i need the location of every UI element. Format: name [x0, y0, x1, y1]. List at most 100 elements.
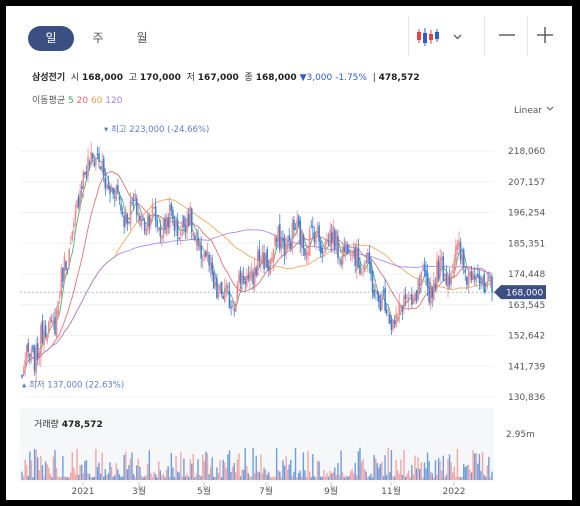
- volume-bar: [277, 470, 279, 480]
- volume-bar: [63, 476, 66, 480]
- volume-bar: [27, 476, 29, 480]
- candle-body: [392, 322, 394, 329]
- candle-body: [462, 249, 465, 268]
- volume-bar: [294, 447, 297, 480]
- candle-body: [420, 272, 423, 286]
- volume-bar: [258, 472, 261, 480]
- volume-bar: [224, 462, 226, 480]
- candle-body: [139, 215, 141, 221]
- volume-bar: [66, 477, 69, 480]
- volume-bar: [392, 476, 394, 480]
- candle-body: [294, 228, 297, 230]
- x-tick-label: 5월: [197, 485, 211, 497]
- tab-week[interactable]: 주: [92, 31, 104, 45]
- volume-bar: [101, 452, 103, 480]
- volume-bar: [268, 472, 270, 480]
- volume-bar: [448, 454, 451, 480]
- candle-body: [192, 232, 195, 237]
- candle-body: [38, 353, 41, 359]
- candle-body: [161, 235, 163, 239]
- toolbar-divider: [484, 16, 485, 56]
- candle-body: [272, 249, 275, 263]
- candle-body: [225, 284, 228, 289]
- volume-bar: [307, 451, 309, 480]
- candle-body: [44, 325, 47, 337]
- volume-bar: [302, 452, 305, 480]
- volume-bar: [390, 450, 393, 480]
- candle-body: [312, 226, 314, 228]
- candle-body: [58, 297, 61, 299]
- candle-body: [112, 188, 114, 195]
- candle-body: [252, 272, 254, 284]
- candle-body: [329, 230, 331, 247]
- tab-day[interactable]: 일: [28, 26, 74, 51]
- candle-body: [382, 290, 385, 293]
- candle-body: [483, 274, 485, 292]
- candle-body: [349, 254, 352, 256]
- candle-body: [54, 317, 56, 335]
- volume-bar: [285, 456, 287, 480]
- candle-body: [305, 251, 308, 259]
- zoom-in-button[interactable]: [533, 22, 557, 48]
- volume-bar: [115, 463, 118, 480]
- volume-bar: [241, 469, 243, 480]
- volume-bar: [77, 474, 80, 480]
- moving-average-legend[interactable]: 이동평균 5 20 60 120: [32, 93, 122, 106]
- volume-bar: [107, 473, 110, 480]
- candle-body: [264, 253, 267, 267]
- candle-body: [47, 321, 50, 333]
- candle-body: [181, 220, 184, 228]
- volume-bar: [393, 476, 396, 480]
- candle-body: [363, 263, 366, 273]
- candle-body: [219, 284, 221, 294]
- volume-bar: [93, 476, 96, 480]
- volume-bar: [200, 476, 202, 480]
- volume-bar: [82, 473, 85, 480]
- volume-bar: [109, 462, 111, 480]
- candle-body: [466, 276, 468, 285]
- candle-body: [145, 229, 147, 235]
- candle-body: [335, 231, 338, 247]
- volume-bar: [264, 469, 267, 480]
- chart-type-select[interactable]: [414, 24, 474, 50]
- candle-body: [422, 269, 424, 271]
- candle-body: [201, 258, 204, 261]
- candle-body: [96, 153, 99, 156]
- candle-body: [222, 295, 225, 299]
- volume-bar: [400, 459, 402, 480]
- candle-body: [445, 274, 448, 285]
- candle-body: [300, 230, 303, 248]
- candle-body: [258, 248, 261, 261]
- volume-panel: 2.95m: [20, 408, 535, 482]
- candle-body: [343, 245, 346, 252]
- volume-bar: [125, 451, 127, 480]
- volume-bar: [184, 476, 187, 480]
- volume-bar: [359, 447, 361, 480]
- candle-body: [197, 237, 199, 247]
- volume-bar: [98, 462, 100, 480]
- plus-icon: [537, 27, 553, 43]
- candle-body: [341, 248, 344, 265]
- candle-body: [283, 237, 286, 256]
- volume-bar: [139, 466, 141, 480]
- candle-body: [21, 374, 23, 378]
- volume-bar: [191, 463, 193, 480]
- stock-name: 삼성전기: [32, 73, 66, 83]
- volume-bar: [238, 453, 240, 480]
- candle-body: [318, 225, 320, 242]
- candle-body: [35, 344, 37, 374]
- candle-body: [455, 246, 457, 262]
- candle-body: [434, 283, 437, 289]
- scale-toggle-button[interactable]: Linear: [514, 105, 555, 116]
- candle-body: [172, 210, 174, 220]
- zoom-out-button[interactable]: [496, 22, 518, 48]
- volume-bar: [206, 453, 209, 480]
- volume-bar: [46, 464, 48, 480]
- candle-body: [346, 244, 349, 255]
- candle-body: [91, 152, 94, 159]
- candle-body: [280, 239, 283, 248]
- tab-month[interactable]: 월: [136, 31, 148, 45]
- candle-body: [278, 223, 281, 250]
- volume-bar: [117, 469, 119, 480]
- candle-body: [73, 222, 75, 228]
